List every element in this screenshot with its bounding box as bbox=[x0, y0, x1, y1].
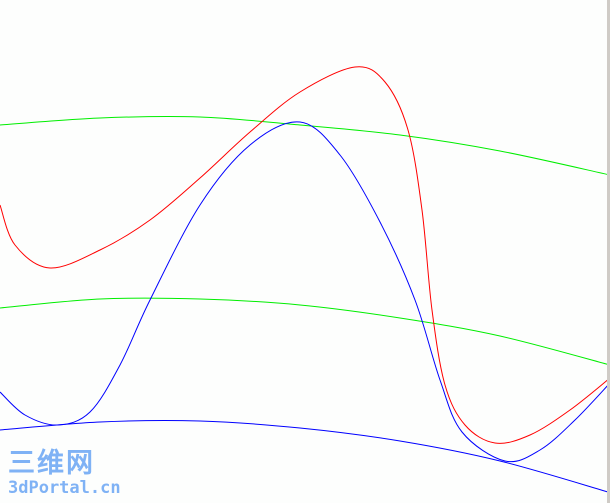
watermark-logo: 三维网 3dPortal.cn bbox=[8, 448, 121, 498]
red-curve bbox=[0, 66, 610, 444]
green-curve-upper bbox=[0, 115, 610, 176]
blue-curve-upper bbox=[0, 121, 610, 463]
window-edge bbox=[607, 0, 610, 503]
green-curve-lower bbox=[0, 297, 610, 366]
blue-curve-lower bbox=[0, 419, 609, 493]
watermark-site: 3dPortal.cn bbox=[8, 478, 121, 498]
watermark-chinese: 三维网 bbox=[8, 448, 95, 479]
